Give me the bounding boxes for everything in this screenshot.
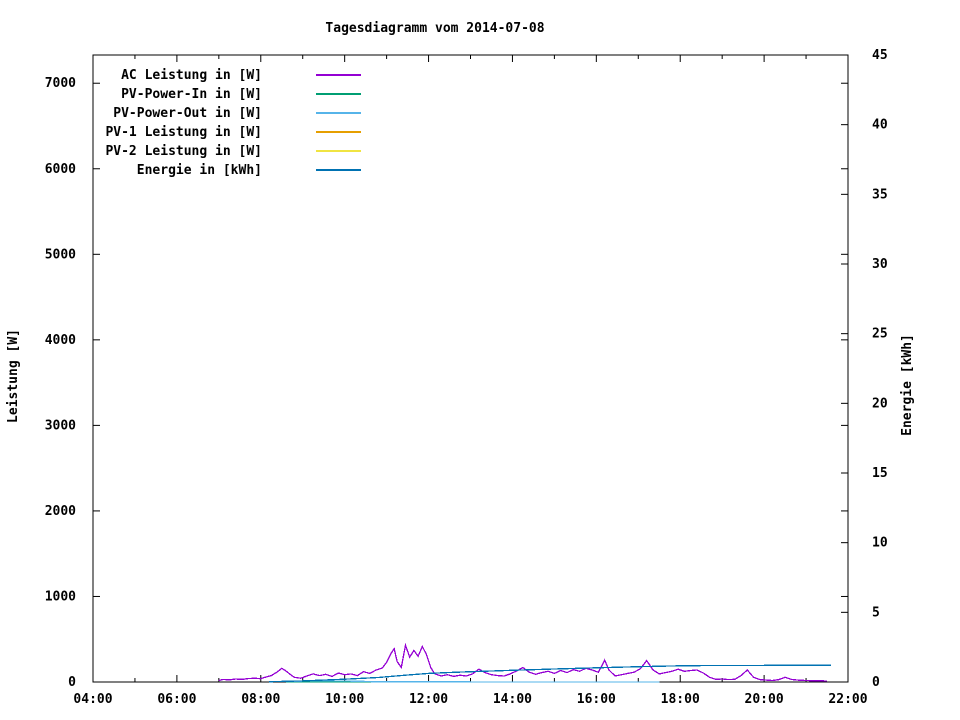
x-tick-label: 08:00 — [241, 692, 280, 707]
y-right-tick-label: 25 — [872, 327, 888, 342]
legend-label: PV-1 Leistung in [W] — [105, 125, 262, 140]
y-right-tick-label: 15 — [872, 466, 888, 481]
y-right-tick-label: 0 — [872, 675, 880, 690]
y-left-tick-label: 0 — [68, 675, 76, 690]
series-line-ac-leistung-in-w- — [218, 642, 828, 682]
x-tick-label: 12:00 — [409, 692, 448, 707]
x-tick-label: 16:00 — [577, 692, 616, 707]
legend-label: PV-Power-In in [W] — [121, 87, 262, 102]
y-left-tick-label: 5000 — [45, 247, 76, 262]
x-tick-label: 10:00 — [325, 692, 364, 707]
y-left-tick-label: 4000 — [45, 333, 76, 348]
y-left-axis-label: Leistung [W] — [6, 329, 21, 423]
y-right-tick-label: 20 — [872, 396, 888, 411]
y-right-axis-label: Energie [kWh] — [900, 334, 915, 436]
y-right-tick-label: 45 — [872, 48, 888, 63]
legend-label: Energie in [kWh] — [137, 163, 262, 178]
y-left-tick-label: 3000 — [45, 418, 76, 433]
legend-label: AC Leistung in [W] — [121, 68, 262, 83]
y-left-tick-label: 6000 — [45, 162, 76, 177]
y-right-tick-label: 10 — [872, 536, 888, 551]
y-right-tick-label: 40 — [872, 118, 888, 133]
x-tick-label: 22:00 — [828, 692, 867, 707]
x-tick-label: 06:00 — [157, 692, 196, 707]
y-left-tick-label: 2000 — [45, 504, 76, 519]
plot-area: 04:00 06:00 08:00 10:00 12:00 14:00 16:00 18:00… — [45, 48, 888, 707]
chart-title: Tagesdiagramm vom 2014-07-08 — [325, 21, 544, 36]
y-left-tick-label: 7000 — [45, 76, 76, 91]
x-tick-label: 14:00 — [493, 692, 532, 707]
x-tick-label: 04:00 — [73, 692, 112, 707]
y-right-tick-label: 35 — [872, 187, 888, 202]
x-tick-label: 18:00 — [661, 692, 700, 707]
series-line-energie-in-kwh- — [269, 664, 832, 683]
legend-label: PV-2 Leistung in [W] — [105, 144, 262, 159]
legend-label: PV-Power-Out in [W] — [113, 106, 262, 121]
y-left-tick-label: 1000 — [45, 589, 76, 604]
y-right-tick-label: 30 — [872, 257, 888, 272]
y-right-tick-label: 5 — [872, 605, 880, 620]
series-line-pv-power-out-in-w- — [285, 680, 660, 683]
x-tick-label: 20:00 — [745, 692, 784, 707]
